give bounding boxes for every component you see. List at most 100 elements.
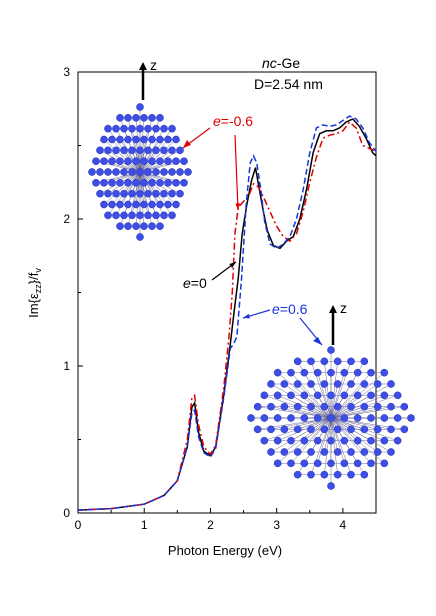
atom — [373, 448, 382, 456]
atom — [156, 135, 164, 144]
annotation-var: e — [272, 301, 280, 317]
atom — [144, 124, 152, 133]
atom — [96, 168, 104, 176]
atom — [116, 179, 124, 187]
atom — [360, 402, 369, 411]
series-lines — [77, 115, 377, 511]
atom — [152, 189, 160, 198]
atom — [333, 402, 342, 411]
atom — [136, 189, 144, 198]
atom — [104, 146, 112, 155]
bond — [139, 171, 161, 205]
atom — [156, 114, 164, 122]
atom — [353, 436, 362, 445]
atom — [293, 448, 302, 456]
nanocrystal-bottom-right — [247, 346, 415, 490]
atom — [108, 135, 116, 144]
bond — [111, 171, 141, 205]
atom — [380, 436, 389, 445]
atom — [253, 425, 262, 434]
atom — [333, 448, 342, 456]
atom — [287, 436, 295, 445]
x-tick-label: 2 — [207, 518, 214, 532]
atom — [293, 380, 302, 388]
atom — [407, 414, 415, 422]
bond — [330, 417, 392, 430]
axis-tick-labels: 0 1 2 3 4 0 1 2 3 — [63, 65, 346, 532]
atom — [400, 402, 409, 411]
atom — [347, 425, 355, 434]
inset-title: nc-Ge — [262, 55, 300, 71]
atom — [156, 222, 164, 230]
atom — [176, 168, 184, 176]
atom — [172, 135, 180, 144]
atom — [116, 157, 124, 165]
bond — [324, 361, 332, 419]
atom — [132, 222, 140, 230]
atom — [132, 157, 140, 165]
bond — [270, 406, 332, 419]
atom — [347, 380, 355, 388]
z-axis-arrow-top: z — [139, 57, 157, 100]
bond — [139, 139, 161, 173]
atom — [327, 414, 335, 422]
atom — [128, 146, 136, 155]
annotation-pointer-head — [183, 140, 191, 148]
atom — [327, 368, 335, 377]
atom — [340, 391, 349, 400]
atom — [273, 368, 282, 377]
atom — [327, 436, 335, 445]
atom — [373, 425, 382, 434]
z-axis-head — [139, 62, 147, 70]
atom — [333, 380, 342, 388]
atom — [124, 114, 132, 122]
bond — [135, 171, 141, 205]
axis-ticks — [77, 71, 377, 514]
atom — [88, 168, 96, 176]
atom — [373, 402, 382, 411]
atom — [333, 357, 342, 366]
bond — [330, 406, 378, 419]
atom — [287, 459, 295, 468]
atom — [300, 368, 309, 377]
annotation-var: e — [183, 275, 191, 291]
atom — [112, 211, 120, 220]
annotation-e-minus-0.6: e=-0.6 — [213, 113, 253, 129]
inset-subtitle: D=2.54 nm — [254, 76, 323, 92]
atom — [300, 391, 309, 400]
atom — [144, 189, 152, 198]
bond — [330, 383, 378, 419]
atom — [260, 436, 269, 445]
atom — [280, 448, 289, 456]
atom — [108, 179, 116, 187]
atom — [152, 124, 160, 133]
atom — [267, 402, 275, 411]
atom — [132, 179, 140, 187]
bond — [270, 417, 332, 453]
atom — [140, 179, 148, 187]
atom — [353, 414, 362, 422]
atom — [307, 357, 315, 366]
atom — [313, 459, 322, 468]
atom — [347, 357, 355, 366]
y-title-mid: }/f — [26, 272, 41, 284]
z-axis-label: z — [150, 57, 157, 73]
annotation-pointer-head — [235, 203, 241, 210]
bond — [310, 361, 332, 419]
atom — [280, 402, 289, 411]
y-tick-label: 3 — [63, 65, 70, 79]
atom — [340, 459, 349, 468]
atom — [112, 189, 120, 198]
atom — [160, 168, 168, 176]
atom — [152, 211, 160, 220]
atom — [367, 459, 375, 468]
atom — [360, 470, 369, 479]
inset-title-rest: -Ge — [277, 55, 301, 71]
atom — [116, 114, 124, 122]
atom — [124, 179, 132, 187]
atom — [253, 402, 262, 411]
atom — [287, 414, 295, 422]
x-tick-label: 0 — [75, 518, 82, 532]
atom — [307, 448, 315, 456]
bond — [284, 406, 332, 419]
